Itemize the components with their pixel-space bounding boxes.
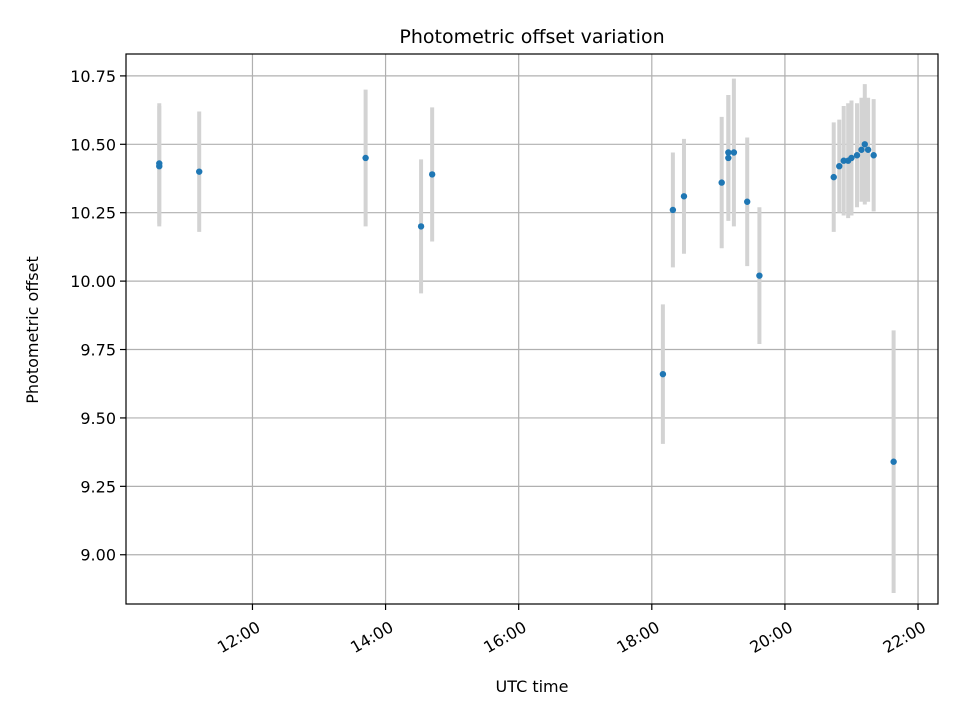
data-point bbox=[890, 458, 897, 465]
y-tick-label: 9.50 bbox=[80, 409, 116, 428]
data-point bbox=[725, 154, 732, 162]
y-tick-label: 9.00 bbox=[80, 546, 116, 565]
data-point bbox=[853, 152, 861, 159]
grid bbox=[126, 54, 938, 604]
data-point bbox=[196, 168, 203, 175]
data-point bbox=[848, 154, 855, 162]
y-tick-label: 9.75 bbox=[80, 341, 116, 360]
data-point bbox=[659, 370, 667, 378]
data-point bbox=[428, 171, 436, 178]
data-point bbox=[830, 173, 837, 181]
data-point bbox=[156, 162, 163, 170]
data-point bbox=[680, 193, 688, 200]
data-point bbox=[864, 146, 872, 153]
x-tick-label: 18:00 bbox=[613, 617, 662, 657]
data-point bbox=[861, 141, 868, 148]
y-axis-label: Photometric offset bbox=[23, 256, 42, 404]
data-point bbox=[840, 157, 847, 164]
x-tick-label: 22:00 bbox=[880, 617, 929, 657]
data-point bbox=[669, 206, 677, 214]
data-point bbox=[858, 146, 865, 153]
data-point bbox=[730, 149, 738, 156]
x-tick-label: 16:00 bbox=[480, 617, 529, 657]
y-tick-label: 9.25 bbox=[80, 477, 116, 496]
y-tick-label: 10.50 bbox=[70, 135, 116, 154]
data-points bbox=[156, 141, 897, 465]
data-point bbox=[744, 198, 751, 205]
data-point bbox=[417, 223, 425, 230]
data-point bbox=[725, 149, 732, 156]
x-axis: 12:00 14:00 16:00 18:00 20:00 22:00 bbox=[214, 604, 929, 657]
y-tick-label: 10.75 bbox=[70, 67, 116, 86]
data-point bbox=[718, 179, 725, 186]
data-point bbox=[756, 272, 763, 279]
x-tick-label: 20:00 bbox=[746, 617, 795, 657]
y-tick-label: 10.00 bbox=[70, 272, 116, 291]
data-point bbox=[362, 154, 369, 162]
data-point bbox=[836, 162, 843, 170]
plot-area bbox=[126, 54, 938, 604]
data-point bbox=[870, 152, 877, 159]
y-axis: 9.00 9.25 9.50 9.75 10.00 10.25 10.50 10.75 bbox=[70, 67, 126, 565]
y-tick-label: 10.25 bbox=[70, 204, 116, 223]
x-tick-label: 12:00 bbox=[214, 617, 263, 657]
chart-title: Photometric offset variation bbox=[399, 26, 664, 48]
x-axis-label: UTC time bbox=[496, 677, 569, 696]
plot-frame bbox=[125, 53, 939, 605]
x-tick-label: 14:00 bbox=[347, 617, 396, 657]
